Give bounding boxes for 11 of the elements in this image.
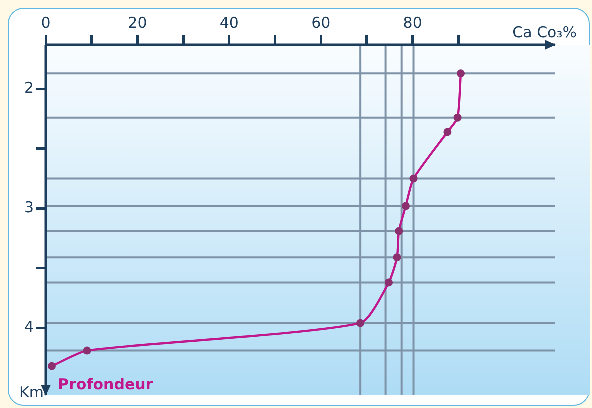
x-tick-label: 0 xyxy=(41,14,51,32)
x-tick-label: 20 xyxy=(128,14,148,32)
y-axis-title: Km xyxy=(20,383,44,402)
annotation: Profondeur xyxy=(58,375,154,394)
x-tick-label: 80 xyxy=(403,14,422,32)
y-tick-label: 3 xyxy=(24,198,34,217)
x-tick-label: 40 xyxy=(220,14,239,32)
y-tick-label: 2 xyxy=(24,79,34,98)
y-tick-label: 4 xyxy=(24,318,34,336)
x-tick-label: 60 xyxy=(312,14,331,32)
x-axis-title: Ca Co₃% xyxy=(512,23,577,42)
